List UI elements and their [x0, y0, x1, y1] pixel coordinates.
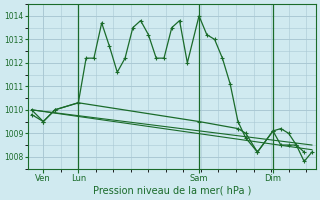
X-axis label: Pression niveau de la mer( hPa ): Pression niveau de la mer( hPa ) — [92, 186, 251, 196]
